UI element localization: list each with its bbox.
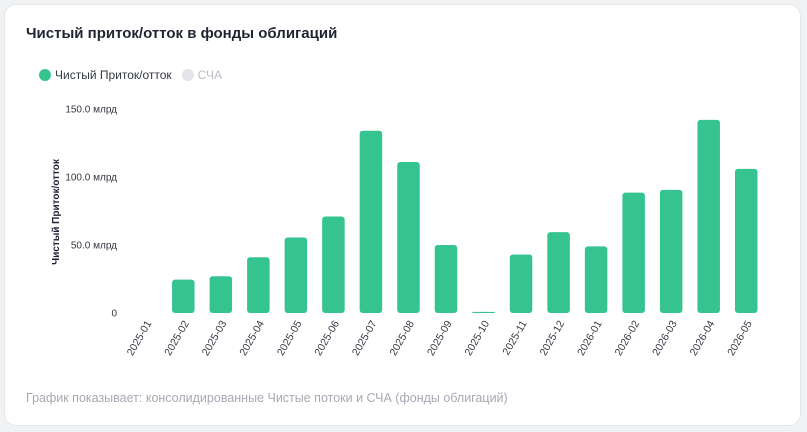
bar[interactable]: [697, 119, 720, 313]
chart-title: Чистый приток/отток в фонды облигаций: [26, 25, 338, 42]
y-axis-label: Чистый Приток/отток: [51, 158, 62, 265]
legend-label-net-flow: Чистый Приток/отток: [55, 68, 172, 82]
bar[interactable]: [434, 245, 458, 313]
x-tick-label: 2025-05: [275, 318, 305, 358]
bar[interactable]: [584, 246, 608, 313]
bar[interactable]: [247, 257, 270, 313]
bar[interactable]: [734, 168, 758, 313]
y-axis: 0 50.0 млрд 100.0 млрд 150.0 млрд: [65, 105, 117, 320]
bar[interactable]: [659, 189, 683, 313]
legend-label-nav: СЧА: [197, 68, 222, 82]
legend: Чистый Приток/отток СЧА: [39, 68, 232, 82]
legend-swatch-nav: [181, 69, 194, 81]
x-tick-label: 2025-08: [387, 318, 417, 358]
x-tick-label: 2026-01: [575, 318, 605, 358]
x-tick-label: 2025-01: [125, 318, 155, 358]
x-tick-label: 2025-07: [350, 318, 380, 358]
x-tick-label: 2026-04: [688, 318, 718, 358]
bar[interactable]: [322, 216, 345, 313]
bar[interactable]: [397, 162, 420, 313]
y-tick-label: 150.0 млрд: [65, 105, 117, 116]
bar[interactable]: [622, 192, 645, 313]
x-tick-label: 2025-02: [162, 318, 192, 358]
x-tick-label: 2026-05: [725, 318, 755, 358]
x-tick-label: 2025-03: [200, 318, 230, 358]
x-tick-label: 2026-03: [650, 318, 680, 358]
y-tick-label: 50.0 млрд: [71, 241, 117, 252]
x-tick-label: 2025-11: [500, 318, 529, 357]
legend-item-net-flow[interactable]: Чистый Приток/отток: [39, 68, 172, 82]
x-tick-label: 2025-10: [462, 318, 492, 358]
x-tick-label: 2025-06: [312, 318, 342, 358]
bar[interactable]: [359, 130, 383, 313]
bar[interactable]: [509, 254, 533, 313]
x-tick-label: 2025-09: [425, 318, 455, 358]
y-tick-label: 100.0 млрд: [65, 173, 117, 184]
bar[interactable]: [172, 279, 195, 313]
legend-swatch-net-flow: [39, 69, 51, 81]
bar[interactable]: [547, 232, 570, 313]
x-axis: 2025-01 2025-02 2025-03 2025-04 2025-05 2025-…: [125, 318, 755, 358]
bars: [172, 119, 758, 313]
bar[interactable]: [209, 276, 233, 313]
bar[interactable]: [472, 311, 495, 313]
y-tick-label: 0: [111, 309, 117, 320]
bar[interactable]: [284, 237, 308, 313]
x-tick-label: 2026-02: [613, 318, 643, 358]
legend-item-nav[interactable]: СЧА: [181, 68, 222, 82]
x-tick-label: 2025-12: [538, 318, 568, 358]
chart-caption: График показывает: консолидированные Чис…: [26, 391, 508, 405]
x-tick-label: 2025-04: [237, 318, 267, 358]
